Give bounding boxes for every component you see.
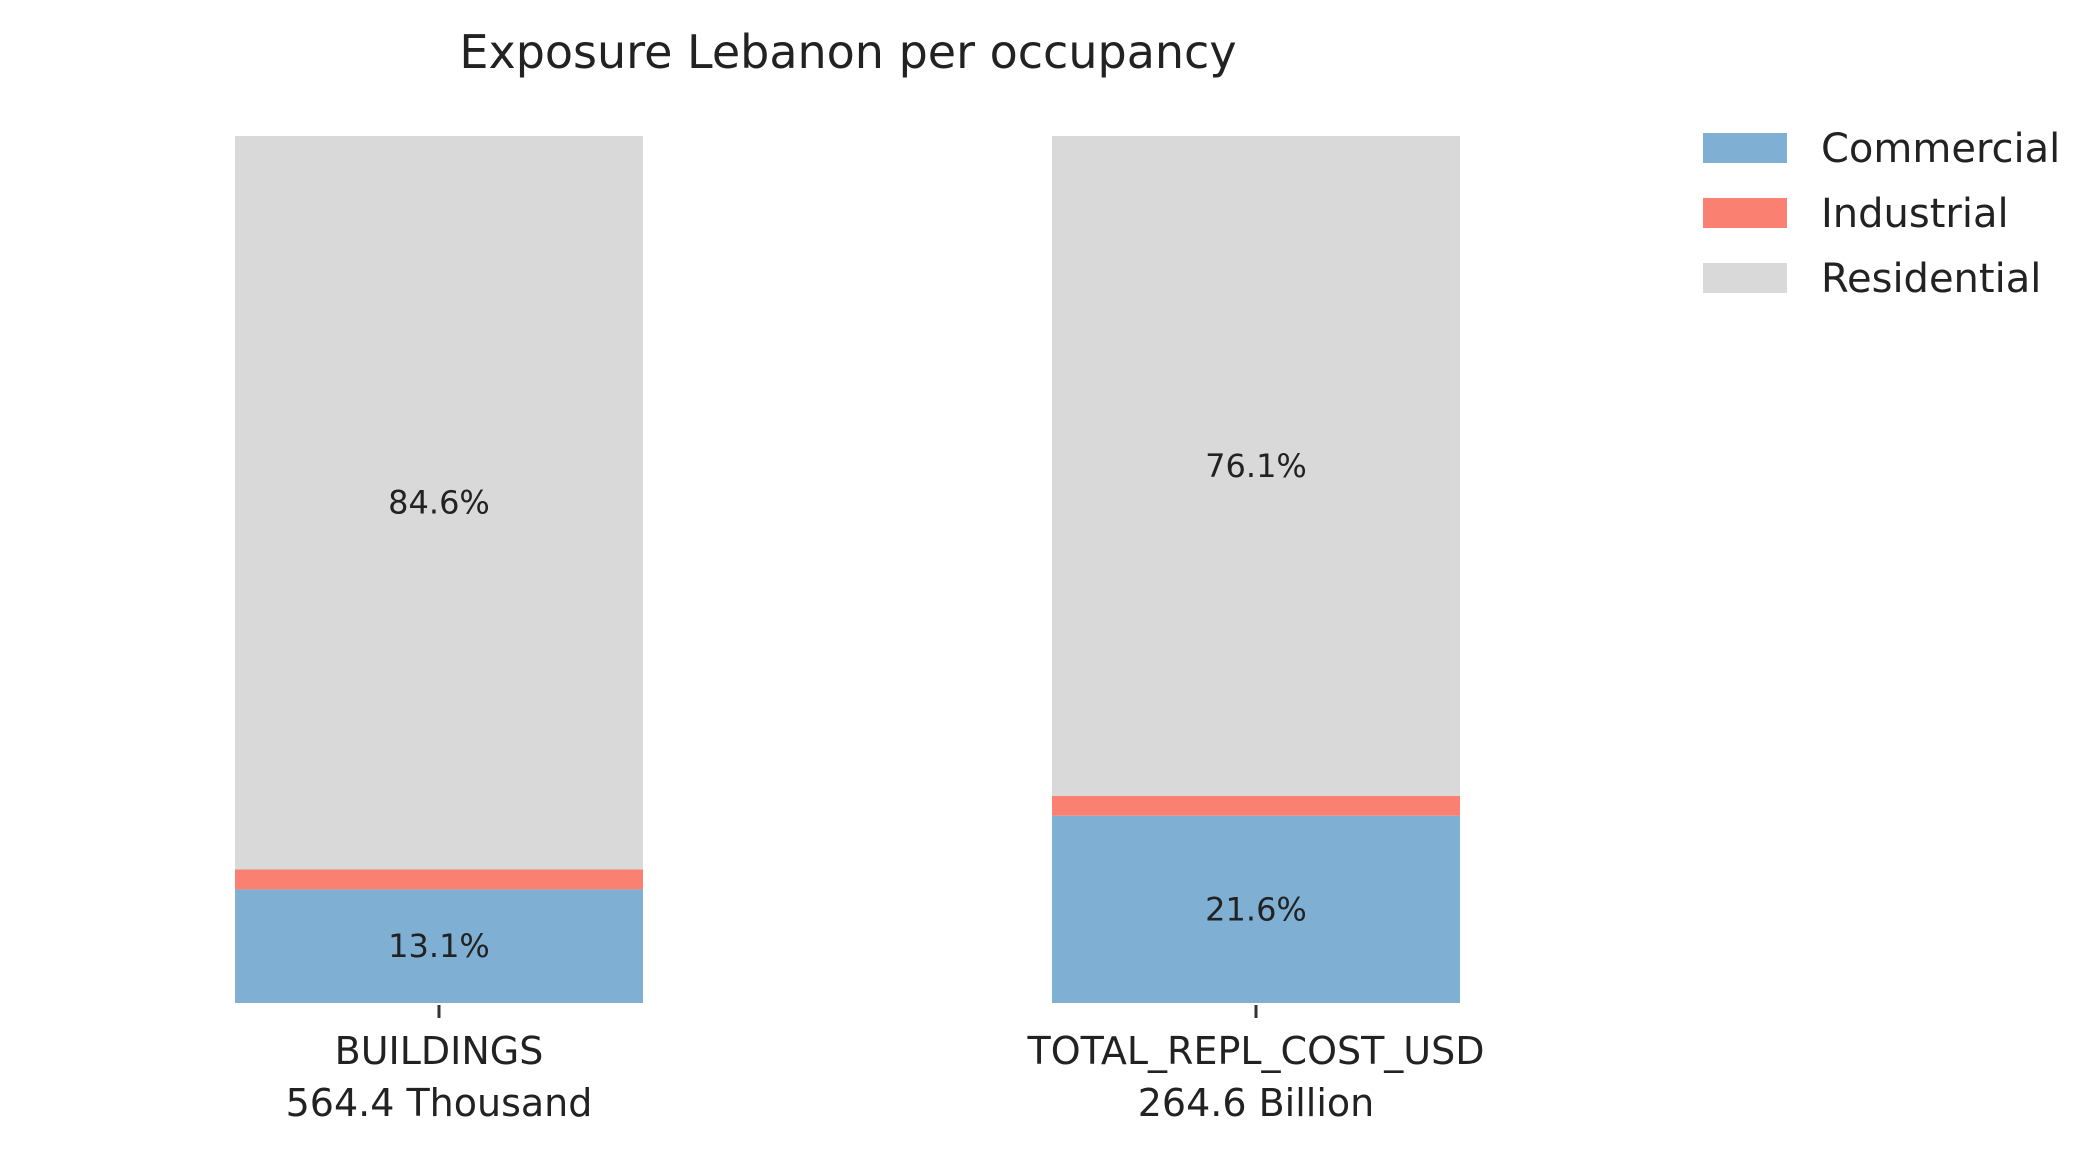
segment-labels-group: 13.1% 84.6% 21.6% 76.1% bbox=[388, 447, 1307, 965]
bar-total-repl-cost-usd-residential bbox=[1052, 136, 1460, 796]
chart-title: Exposure Lebanon per occupancy bbox=[459, 25, 1236, 79]
bar-buildings-industrial bbox=[235, 869, 643, 890]
data-label-buildings-residential: 84.6% bbox=[388, 484, 490, 522]
data-label-buildings-commercial: 13.1% bbox=[388, 927, 490, 965]
legend-swatch-commercial bbox=[1703, 133, 1787, 163]
legend-label-residential: Residential bbox=[1821, 256, 2041, 302]
data-label-total-repl-cost-usd-residential: 76.1% bbox=[1205, 447, 1307, 485]
data-label-total-repl-cost-usd-commercial: 21.6% bbox=[1205, 890, 1307, 928]
legend: Commercial Industrial Residential bbox=[1703, 126, 2060, 302]
legend-label-industrial: Industrial bbox=[1821, 191, 2009, 237]
bar-total-repl-cost-usd-industrial bbox=[1052, 795, 1460, 816]
bar-buildings-commercial bbox=[235, 889, 643, 1003]
x-tick-total-total-repl-cost-usd: 264.6 Billion bbox=[1138, 1081, 1375, 1125]
legend-swatch-residential bbox=[1703, 263, 1787, 293]
x-tick-label-total-repl-cost-usd: TOTAL_REPL_COST_USD bbox=[1026, 1029, 1484, 1073]
x-axis: BUILDINGS 564.4 Thousand TOTAL_REPL_COST_U… bbox=[286, 1005, 1485, 1125]
bar-total-repl-cost-usd-commercial bbox=[1052, 815, 1460, 1003]
legend-label-commercial: Commercial bbox=[1821, 126, 2060, 172]
x-tick-label-buildings: BUILDINGS bbox=[335, 1029, 544, 1073]
legend-swatch-industrial bbox=[1703, 198, 1787, 228]
bars-group bbox=[235, 136, 1460, 1003]
bar-buildings-residential bbox=[235, 136, 643, 870]
x-tick-total-buildings: 564.4 Thousand bbox=[286, 1081, 593, 1125]
